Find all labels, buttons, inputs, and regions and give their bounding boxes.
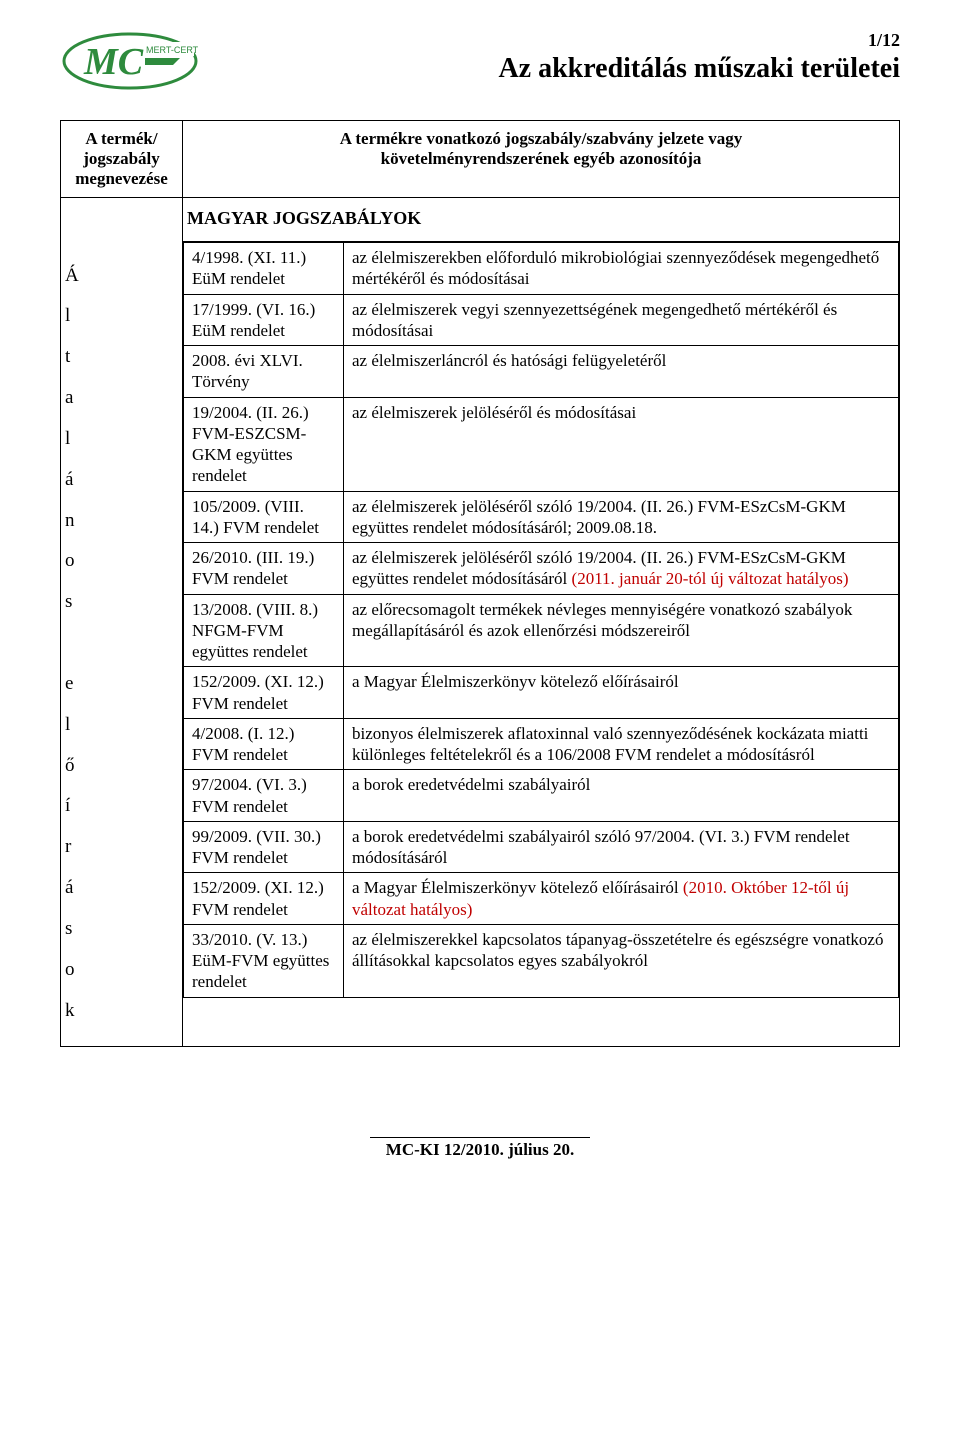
vertical-label-char	[65, 623, 178, 664]
regulation-desc-red: (2011. január 20-tól új változat hatályo…	[572, 569, 849, 588]
regulation-desc-text: az élelmiszerekkel kapcsolatos tápanyag-…	[352, 930, 883, 970]
table-row: 19/2004. (II. 26.) FVM-ESZCSM-GKM együtt…	[184, 397, 899, 491]
regulation-code: 17/1999. (VI. 16.) EüM rendelet	[184, 294, 344, 346]
regulation-desc: az élelmiszerek jelöléséről szóló 19/200…	[344, 543, 899, 595]
vertical-label-char: á	[65, 460, 178, 501]
empty-cell	[61, 198, 183, 242]
table-header-left: A termék/ jogszabály megnevezése	[61, 121, 183, 198]
regulation-code: 152/2009. (XI. 12.) FVM rendelet	[184, 667, 344, 719]
regulation-desc-text: az élelmiszerekben előforduló mikrobioló…	[352, 248, 879, 288]
table-row: 33/2010. (V. 13.) EüM-FVM együttes rende…	[184, 924, 899, 997]
regulation-code: 99/2009. (VII. 30.) FVM rendelet	[184, 821, 344, 873]
regulation-desc: az előrecsomagolt termékek névleges menn…	[344, 594, 899, 667]
regulation-code: 4/1998. (XI. 11.) EüM rendelet	[184, 243, 344, 295]
table-row: 152/2009. (XI. 12.) FVM rendelet a Magyar…	[184, 873, 899, 925]
regulation-desc-text: bizonyos élelmiszerek aflatoxinnal való …	[352, 724, 868, 764]
vertical-label-char: í	[65, 786, 178, 827]
inner-regulation-table: 4/1998. (XI. 11.) EüM rendeletaz élelmis…	[183, 242, 899, 998]
regulation-code: 152/2009. (XI. 12.) FVM rendelet	[184, 873, 344, 925]
regulation-code: 13/2008. (VIII. 8.) NFGM-FVM együttes re…	[184, 594, 344, 667]
vertical-label-char: k	[65, 991, 178, 1032]
regulation-desc: a borok eredetvédelmi szabályairól	[344, 770, 899, 822]
regulation-desc: az élelmiszerekkel kapcsolatos tápanyag-…	[344, 924, 899, 997]
vertical-label-char: e	[65, 664, 178, 705]
table-row: 26/2010. (III. 19.) FVM rendeletaz élelm…	[184, 543, 899, 595]
regulation-desc-text: a Magyar Élelmiszerkönyv kötelező előírá…	[352, 672, 679, 691]
regulation-desc-text: az előrecsomagolt termékek névleges menn…	[352, 600, 852, 640]
logo-big-text: MC	[83, 41, 144, 83]
table-row: 2008. évi XLVI. Törvény az élelmiszerlánc…	[184, 346, 899, 398]
table-row: 97/2004. (VI. 3.) FVM rendelet a borok er…	[184, 770, 899, 822]
regulation-desc: az élelmiszerek vegyi szennyezettségének…	[344, 294, 899, 346]
regulation-code: 26/2010. (III. 19.) FVM rendelet	[184, 543, 344, 595]
page-header: MC MERT-CERT 1/12 Az akkreditálás műszak…	[60, 30, 900, 92]
regulation-desc-text: a borok eredetvédelmi szabályairól	[352, 775, 590, 794]
regulation-code: 4/2008. (I. 12.) FVM rendelet	[184, 718, 344, 770]
vertical-label-char: o	[65, 541, 178, 582]
vertical-label-char: ő	[65, 746, 178, 787]
vertical-label-char: Á	[65, 256, 178, 297]
vertical-label-char: o	[65, 950, 178, 991]
regulation-desc: az élelmiszerekben előforduló mikrobioló…	[344, 243, 899, 295]
vertical-label-char: n	[65, 501, 178, 542]
table-row: 152/2009. (XI. 12.) FVM rendelet a Magyar…	[184, 667, 899, 719]
table-row: 4/1998. (XI. 11.) EüM rendeletaz élelmis…	[184, 243, 899, 295]
regulation-desc: az élelmiszerek jelöléséről szóló 19/200…	[344, 491, 899, 543]
logo-small-text: MERT-CERT	[146, 45, 199, 55]
table-row: 17/1999. (VI. 16.) EüM rendeletaz élelmi…	[184, 294, 899, 346]
table-header-right: A termékre vonatkozó jogszabály/szabvány…	[183, 121, 900, 198]
regulation-desc-text: a Magyar Élelmiszerkönyv kötelező előírá…	[352, 878, 683, 897]
regulation-desc-text: a borok eredetvédelmi szabályairól szóló…	[352, 827, 850, 867]
regulation-code: 2008. évi XLVI. Törvény	[184, 346, 344, 398]
regulation-desc: az élelmiszerek jelöléséről és módosítás…	[344, 397, 899, 491]
table-row: 105/2009. (VIII. 14.) FVM rendeletaz éle…	[184, 491, 899, 543]
table-row: 13/2008. (VIII. 8.) NFGM-FVM együttes re…	[184, 594, 899, 667]
vertical-label-char: a	[65, 378, 178, 419]
vertical-label-char: l	[65, 705, 178, 746]
regulation-desc: az élelmiszerláncról és hatósági felügye…	[344, 346, 899, 398]
regulation-code: 105/2009. (VIII. 14.) FVM rendelet	[184, 491, 344, 543]
vertical-label-char: á	[65, 868, 178, 909]
table-row: 4/2008. (I. 12.) FVM rendeletbizonyos él…	[184, 718, 899, 770]
regulation-desc-text: az élelmiszerek jelöléséről és módosítás…	[352, 403, 636, 422]
regulation-desc: bizonyos élelmiszerek aflatoxinnal való …	[344, 718, 899, 770]
regulation-code: 97/2004. (VI. 3.) FVM rendelet	[184, 770, 344, 822]
regulation-code: 19/2004. (II. 26.) FVM-ESZCSM-GKM együtt…	[184, 397, 344, 491]
vertical-label-char: s	[65, 909, 178, 950]
regulation-table: A termék/ jogszabály megnevezése A termé…	[60, 120, 900, 1047]
section-title: MAGYAR JOGSZABÁLYOK	[183, 198, 900, 242]
vertical-label-char: l	[65, 296, 178, 337]
vertical-label-char: l	[65, 419, 178, 460]
regulation-desc-text: az élelmiszerláncról és hatósági felügye…	[352, 351, 666, 370]
page-number: 1/12	[498, 30, 900, 51]
header-left-text: A termék/ jogszabály megnevezése	[67, 129, 176, 189]
header-right-text: A termékre vonatkozó jogszabály/szabvány…	[189, 129, 893, 169]
regulation-desc-text: az élelmiszerek jelöléséről szóló 19/200…	[352, 497, 846, 537]
vertical-label-char: r	[65, 827, 178, 868]
page-title: Az akkreditálás műszaki területei	[498, 53, 900, 85]
vertical-label-char: s	[65, 582, 178, 623]
rows-container: 4/1998. (XI. 11.) EüM rendeletaz élelmis…	[183, 242, 900, 1047]
mc-logo-icon: MC MERT-CERT	[60, 30, 200, 92]
logo: MC MERT-CERT	[60, 30, 200, 92]
vertical-label-char: t	[65, 337, 178, 378]
regulation-code: 33/2010. (V. 13.) EüM-FVM együttes rende…	[184, 924, 344, 997]
table-row: 99/2009. (VII. 30.) FVM rendeleta borok …	[184, 821, 899, 873]
regulation-desc: a borok eredetvédelmi szabályairól szóló…	[344, 821, 899, 873]
regulation-desc: a Magyar Élelmiszerkönyv kötelező előírá…	[344, 667, 899, 719]
vertical-label-cell: Általános előírások	[61, 242, 183, 1047]
page-footer: MC-KI 12/2010. július 20.	[370, 1137, 590, 1160]
regulation-desc-text: az élelmiszerek vegyi szennyezettségének…	[352, 300, 837, 340]
regulation-desc: a Magyar Élelmiszerkönyv kötelező előírá…	[344, 873, 899, 925]
